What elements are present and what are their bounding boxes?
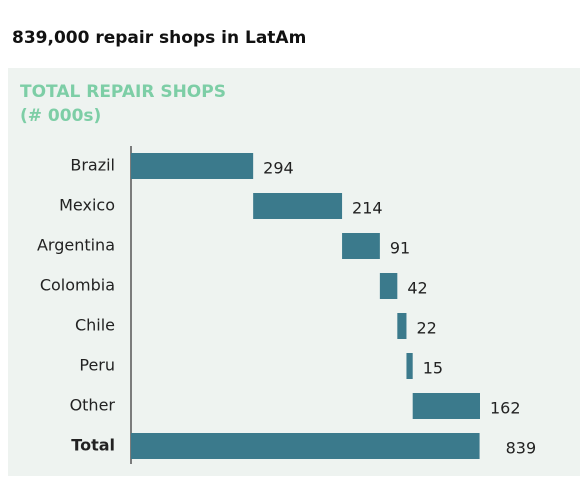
value-label: 162 — [490, 399, 521, 418]
value-label: 839 — [506, 439, 537, 458]
bar — [379, 273, 398, 299]
category-label: Total — [71, 436, 115, 455]
bar — [131, 153, 254, 179]
category-label: Peru — [79, 356, 115, 375]
category-label: Argentina — [37, 236, 115, 255]
value-label: 294 — [263, 159, 294, 178]
bar — [412, 393, 480, 419]
bar — [406, 353, 413, 379]
chart-title: TOTAL REPAIR SHOPS — [20, 82, 226, 102]
value-label: 91 — [390, 239, 410, 258]
value-label: 15 — [423, 359, 443, 378]
bar — [253, 193, 343, 219]
bar — [131, 433, 480, 459]
category-label: Colombia — [40, 276, 115, 295]
value-label: 42 — [407, 279, 427, 298]
value-label: 214 — [352, 199, 383, 218]
value-label: 22 — [416, 319, 436, 338]
page-title: 839,000 repair shops in LatAm — [12, 28, 306, 48]
category-label: Mexico — [59, 196, 115, 215]
category-label: Chile — [75, 316, 115, 335]
bar — [397, 313, 407, 339]
bar — [342, 233, 380, 259]
chart-subtitle: (# 000s) — [20, 106, 101, 126]
panel — [8, 68, 580, 476]
category-label: Brazil — [70, 156, 115, 175]
category-label: Other — [70, 396, 116, 415]
